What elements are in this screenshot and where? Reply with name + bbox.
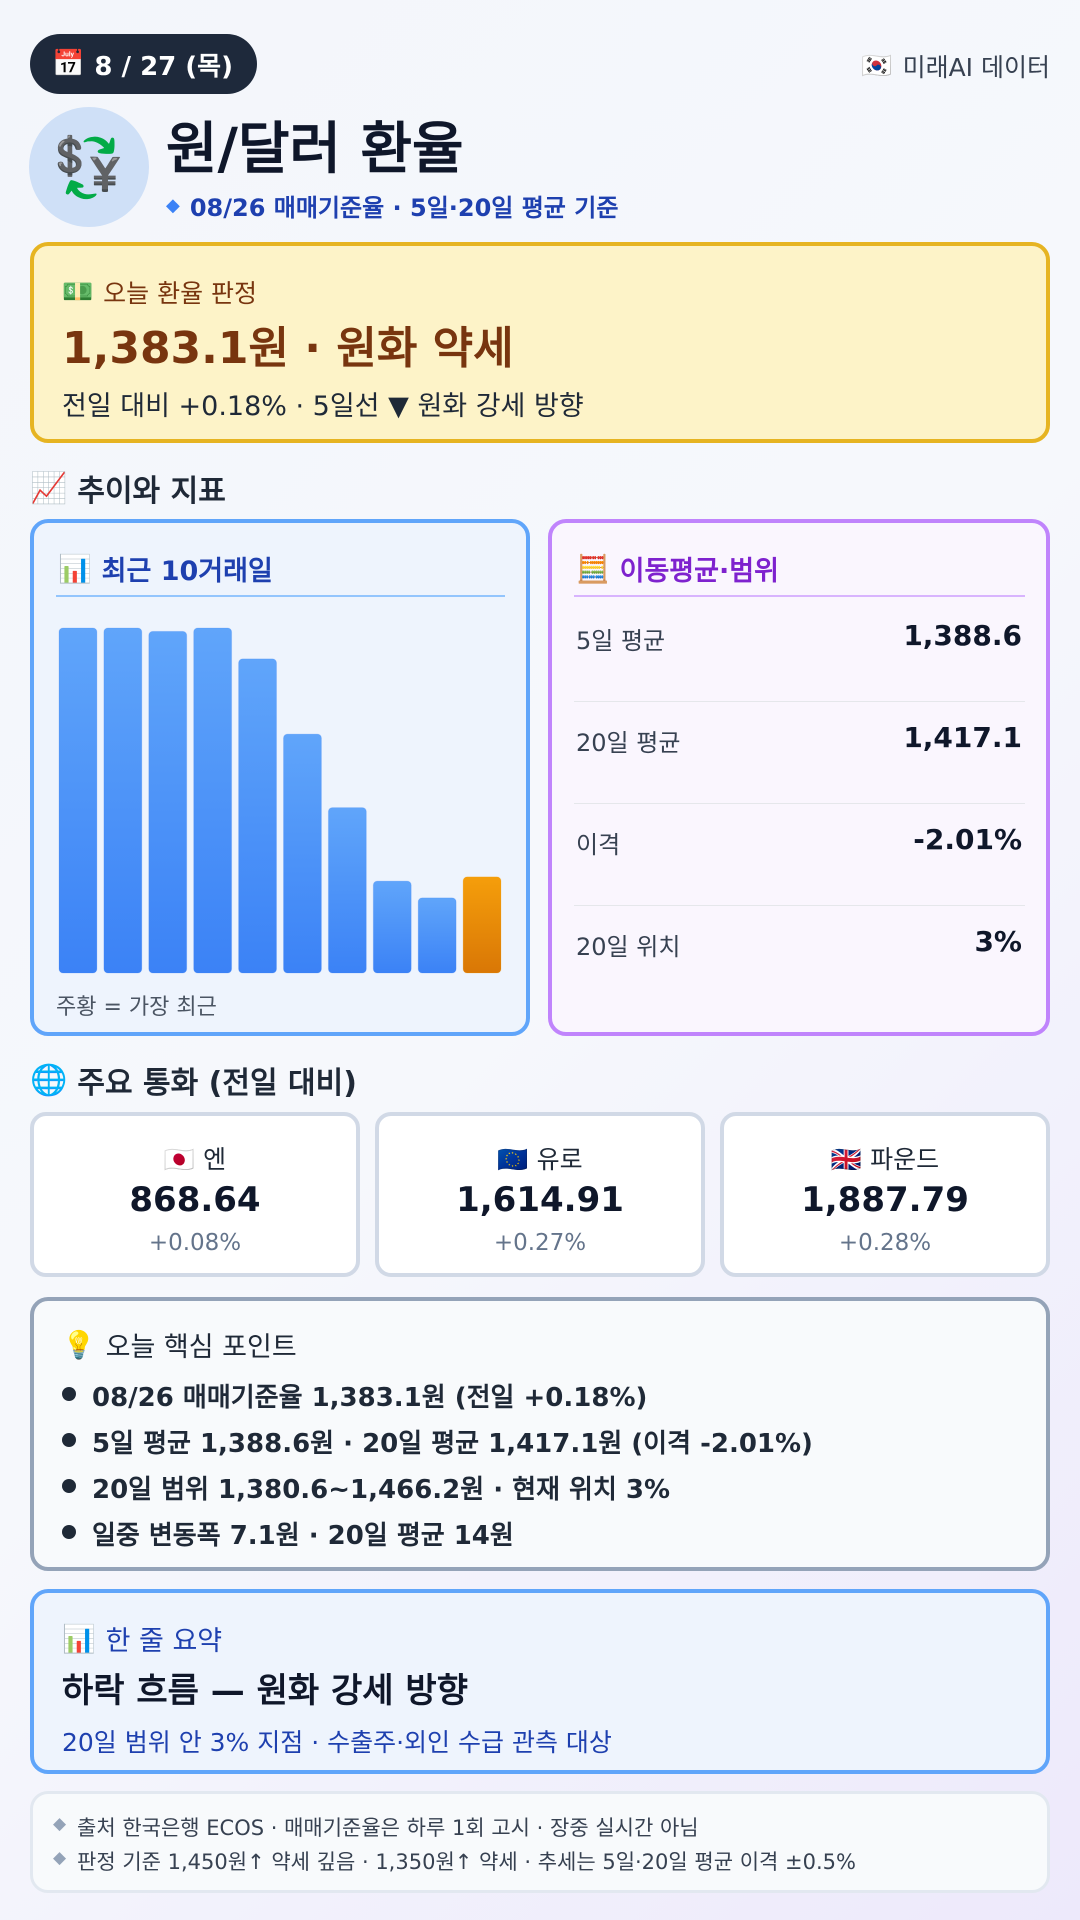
summary-detail: 20일 범위 안 3% 지점 · 수출주·외인 수급 관측 대상 [62,1728,612,1757]
currency-name: 유로 [536,1145,583,1174]
ma-row-label: 이격 [576,831,621,859]
date-pill: 📅 8 / 27 (목) [30,34,257,94]
ma-row-value: -2.01% [913,823,1022,856]
points-title: 오늘 핵심 포인트 [105,1332,297,1363]
currency-card: 🇬🇧 파운드 1,887.79 +0.28% [720,1112,1050,1277]
currency-change: +0.08% [148,1230,242,1256]
bulb-icon: 💡 [62,1329,96,1361]
bullet [62,1479,76,1493]
currency-change: +0.27% [493,1230,587,1256]
ma-panel: 🧮 이동평균·범위 5일 평균 1,388.6 20일 평균 1,417.1 이격 -2.0… [548,519,1050,1036]
bar [238,658,278,974]
bullet [62,1433,76,1447]
ma-title: 이동평균·범위 [619,556,779,587]
point-item: 20일 범위 1,380.6~1,466.2원 · 현재 위치 3% [92,1475,671,1505]
ma-separator [574,803,1025,804]
chart-underline [56,595,505,597]
diamond-icon: ◆ [166,195,180,216]
ma-separator [574,905,1025,906]
currency-name-row: 🇯🇵 엔 [34,1140,356,1176]
bar [193,627,233,974]
summary-label: 한 줄 요약 [105,1626,223,1657]
abacus-icon: 🧮 [576,553,610,585]
point-item: 일중 변동폭 7.1원 · 20일 평균 14원 [92,1521,514,1551]
ma-title-row: 🧮 이동평균·범위 [576,549,779,588]
subtitle-row: ◆ 08/26 매매기준율 · 5일·20일 평균 기준 [166,188,618,223]
point-item: 5일 평균 1,388.6원 · 20일 평균 1,417.1원 (이격 -2.… [92,1429,813,1459]
currency-name: 엔 [203,1145,227,1174]
bar [148,630,188,974]
bullet [62,1525,76,1539]
money-icon: 💵 [62,277,94,306]
chart-title-row: 📊 최근 10거래일 [58,549,273,588]
chart-panel: 📊 최근 10거래일 주황 = 가장 최근 [30,519,530,1036]
ma-row-value: 3% [974,925,1022,958]
currency-flag: 🇯🇵 [163,1145,196,1174]
bar [58,627,98,974]
calendar-icon: 📅 [52,49,85,79]
bar [462,876,502,974]
ma-row-value: 1,417.1 [903,721,1022,754]
points-box: 💡 오늘 핵심 포인트 08/26 매매기준율 1,383.1원 (전일 +0.1… [30,1297,1050,1571]
currency-rate: 1,887.79 [801,1180,969,1220]
flag-icon: 🇰🇷 [861,51,893,80]
chart-icon: 📊 [58,553,92,585]
currency-rate: 1,614.91 [456,1180,624,1220]
verdict-box: 💵 오늘 환율 판정 1,383.1원 · 원화 약세 전일 대비 +0.18% … [30,242,1050,443]
footer-diamond: ◆ [53,1848,67,1868]
chart-note: 주황 = 가장 최근 [56,995,217,1020]
ma-underline [574,595,1025,597]
currency-rate: 868.64 [129,1180,261,1220]
title: 원/달러 환율 [166,117,464,182]
currency-name-row: 🇪🇺 유로 [379,1140,701,1176]
currency-card: 🇪🇺 유로 1,614.91 +0.27% [375,1112,705,1277]
section-title-row: 📈 추이와 지표 [30,466,226,510]
ma-row-label: 5일 평균 [576,627,666,655]
brand: 🇰🇷 미래AI 데이터 [861,48,1050,84]
bar [283,733,322,974]
verdict-label-row: 💵 오늘 환율 판정 [62,274,257,310]
currency-card: 🇯🇵 엔 868.64 +0.08% [30,1112,360,1277]
point-item: 08/26 매매기준율 1,383.1원 (전일 +0.18%) [92,1383,648,1413]
summary-headline: 하락 흐름 — 원화 강세 방향 [62,1671,468,1711]
ma-separator [574,701,1025,702]
currency-section-row: 🌐 주요 통화 (전일 대비) [30,1058,357,1102]
currency-flag: 🇪🇺 [497,1145,529,1174]
currency-name: 파운드 [870,1145,940,1174]
chart-title: 최근 10거래일 [101,556,273,587]
bar [372,880,412,974]
verdict-detail: 전일 대비 +0.18% · 5일선 ▼ 원화 강세 방향 [62,391,584,422]
ma-row-label: 20일 평균 [576,729,681,757]
globe-icon: 🌐 [30,1062,68,1098]
section-title: 추이와 지표 [77,474,226,509]
bar [103,627,143,974]
currency-name-row: 🇬🇧 파운드 [724,1140,1046,1176]
summary-box: 📊 한 줄 요약 하락 흐름 — 원화 강세 방향 20일 범위 안 3% 지점 … [30,1589,1050,1774]
brand-text: 미래AI 데이터 [902,53,1050,82]
currency-section-title: 주요 통화 (전일 대비) [77,1066,357,1101]
summary-label-row: 📊 한 줄 요약 [62,1619,222,1658]
ma-row-value: 1,388.6 [903,619,1022,652]
footer-box: ◆ 출처 한국은행 ECOS · 매매기준율은 하루 1회 고시 · 장중 실시간… [30,1791,1050,1893]
bar [417,897,457,974]
currency-change: +0.28% [838,1230,932,1256]
trend-icon: 📈 [30,470,68,506]
footer-line: 판정 기준 1,450원↑ 약세 깊음 · 1,350원↑ 약세 · 추세는 5… [77,1850,856,1874]
points-title-row: 💡 오늘 핵심 포인트 [62,1325,297,1364]
footer-diamond: ◆ [53,1814,67,1834]
subtitle: 08/26 매매기준율 · 5일·20일 평균 기준 [189,194,619,222]
date: 8 / 27 (목) [94,51,233,82]
verdict-headline: 1,383.1원 · 원화 약세 [62,323,514,374]
bar [327,807,367,974]
verdict-label: 오늘 환율 판정 [103,279,258,308]
currency-icon: 💱 [29,107,149,227]
summary-icon: 📊 [62,1623,96,1655]
bullet [62,1387,76,1401]
currency-flag: 🇬🇧 [830,1145,863,1174]
ma-row-label: 20일 위치 [576,933,681,961]
footer-line: 출처 한국은행 ECOS · 매매기준율은 하루 1회 고시 · 장중 실시간 … [77,1816,699,1840]
bar-chart [58,627,502,974]
